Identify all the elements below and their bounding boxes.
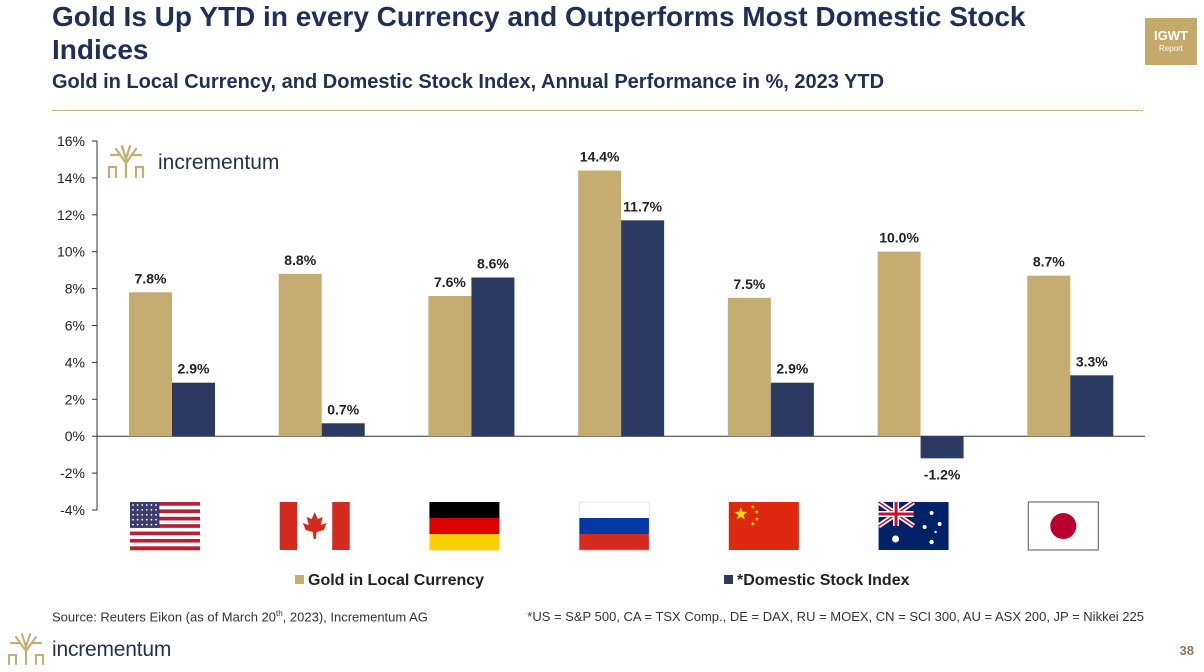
stock-bar-cn xyxy=(770,382,814,437)
legend-item-gold: Gold in Local Currency xyxy=(295,572,484,590)
badge-subtitle: Report xyxy=(1158,44,1183,53)
stock-bar-de xyxy=(471,277,515,437)
stock-label-jp: 3.3% xyxy=(1076,353,1108,369)
title-divider xyxy=(52,110,1143,111)
gold-bar-au xyxy=(877,251,921,437)
source-text: Source: Reuters Eikon (as of March 20 xyxy=(52,609,276,625)
gold-label-au: 10.0% xyxy=(879,230,919,246)
gold-label-jp: 8.7% xyxy=(1033,254,1065,270)
germany-flag-icon xyxy=(429,502,500,551)
stock-label-ru: 11.7% xyxy=(623,198,662,214)
badge-title: IGWT xyxy=(1154,28,1188,43)
stock-bar-us xyxy=(172,382,215,437)
stock-label-cn: 2.9% xyxy=(776,361,808,377)
us-flag-icon xyxy=(130,502,200,551)
page-number: 38 xyxy=(1179,643,1194,658)
gold-bar-jp xyxy=(1027,275,1071,437)
stock-label-de: 8.6% xyxy=(477,256,509,272)
gold-label-de: 7.6% xyxy=(434,274,466,290)
page-title: Gold Is Up YTD in every Currency and Out… xyxy=(52,1,1026,65)
page-subtitle: Gold in Local Currency, and Domestic Sto… xyxy=(52,71,885,93)
legend-swatch-stock-index xyxy=(724,575,733,584)
canada-flag-icon xyxy=(279,502,350,550)
y-tick-label: 4% xyxy=(65,354,85,370)
footer-logo: incrementum xyxy=(6,632,171,666)
gold-label-cn: 7.5% xyxy=(733,276,765,292)
stock-bar-au xyxy=(920,436,964,459)
legend-swatch-gold xyxy=(295,575,304,584)
igwt-report-badge: IGWT Report xyxy=(1145,18,1197,65)
y-tick-label: 6% xyxy=(65,318,85,334)
gold-label-us: 7.8% xyxy=(135,270,167,286)
y-tick-label: 12% xyxy=(57,207,85,223)
y-tick-label: 10% xyxy=(57,244,85,260)
y-tick-label: 0% xyxy=(65,428,85,444)
y-tick-label: -4% xyxy=(60,502,85,518)
legend-item-stock-index: *Domestic Stock Index xyxy=(724,572,910,590)
source-superscript: th xyxy=(276,609,283,618)
gold-label-ru: 14.4% xyxy=(580,149,620,165)
gold-bar-de xyxy=(428,295,472,437)
stock-bar-ca xyxy=(321,423,365,437)
stock-label-us: 2.9% xyxy=(178,361,210,377)
y-tick-label: -2% xyxy=(60,465,85,481)
china-flag-icon xyxy=(728,502,799,550)
stock-bar-jp xyxy=(1070,375,1114,437)
chart-logo: incrementum xyxy=(106,143,279,184)
legend-label-stock-index: *Domestic Stock Index xyxy=(737,572,910,589)
y-tick-label: 14% xyxy=(57,170,85,186)
gold-bar-us xyxy=(129,292,172,437)
footer-tree-logo-icon xyxy=(8,633,44,665)
stock-label-au: -1.2% xyxy=(924,466,961,482)
chart-logo-text: incrementum xyxy=(158,151,280,174)
gold-label-ca: 8.8% xyxy=(284,252,316,268)
source-text-end: , 2023), Incrementum AG xyxy=(282,609,428,625)
legend-label-gold: Gold in Local Currency xyxy=(308,572,485,589)
index-footnote: *US = S&P 500, CA = TSX Comp., DE = DAX,… xyxy=(527,609,1144,624)
gold-bar-ru xyxy=(578,170,622,437)
footer-logo-text: incrementum xyxy=(52,638,172,661)
australia-flag-icon xyxy=(877,499,949,550)
source-note: Source: Reuters Eikon (as of March 20th,… xyxy=(52,609,428,624)
y-tick-label: 8% xyxy=(65,281,85,297)
y-tick-label: 2% xyxy=(65,391,85,407)
gold-bar-cn xyxy=(727,297,771,437)
stock-label-ca: 0.7% xyxy=(327,401,359,417)
tree-logo-icon xyxy=(107,144,145,179)
japan-flag-icon xyxy=(1027,501,1099,551)
gold-bar-ca xyxy=(278,273,322,437)
stock-bar-ru xyxy=(621,220,665,437)
y-tick-label: 16% xyxy=(57,133,85,149)
russia-flag-icon xyxy=(578,501,650,551)
